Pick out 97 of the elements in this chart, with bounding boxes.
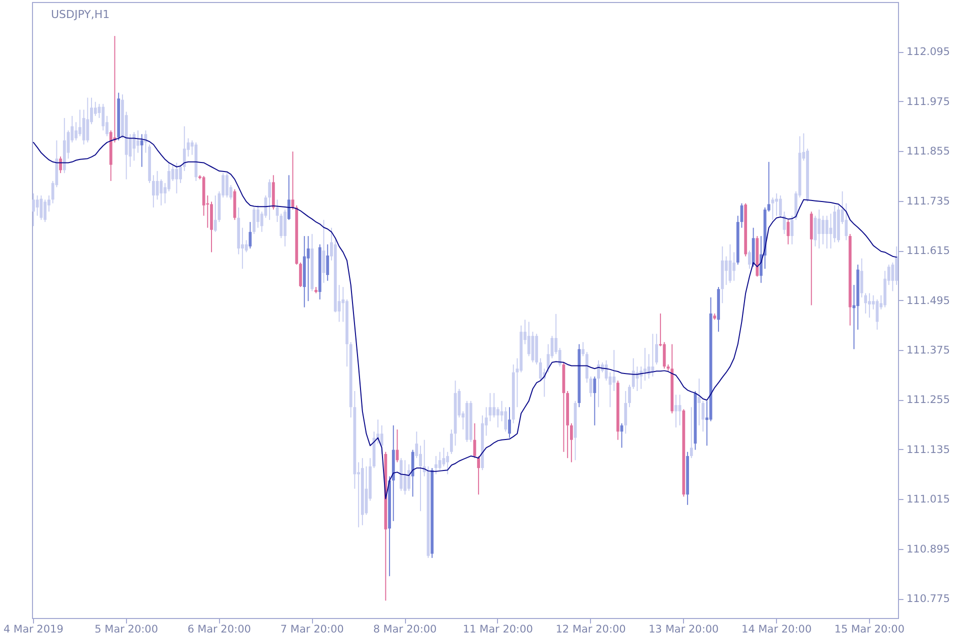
x-tick-label: 12 Mar 20:00 [556,624,626,636]
candlestick [78,109,82,137]
candlestick [438,451,442,471]
candlestick [446,451,450,475]
candlestick [256,204,260,228]
candlestick [597,360,600,408]
candlestick [477,456,480,496]
candlestick [268,178,271,220]
candlestick [492,392,496,418]
candlestick [299,262,302,288]
candlestick [102,103,105,131]
candlestick [640,366,643,390]
y-tick-label: 111.135 [906,444,950,456]
y-tick-label: 111.735 [906,195,950,208]
candlestick [434,456,438,475]
candlestick [160,178,163,206]
candlestick [226,172,228,198]
candlestick [86,97,90,143]
x-tick-label: 14 Mar 20:00 [742,624,812,636]
candlestick [582,342,584,357]
candlestick [44,199,47,222]
candlestick [496,406,500,428]
candlestick [527,321,530,357]
x-tick-label: 5 Mar 20:00 [94,624,158,636]
y-tick-label: 111.255 [906,394,950,406]
y-tick-label: 112.095 [906,46,950,58]
candlestick [678,394,682,426]
candlestick [732,252,736,282]
candlestick [771,197,774,220]
x-tick-label: 15 Mar 20:00 [834,624,905,636]
candlestick [864,292,868,314]
candlestick [182,126,186,172]
candlestick [450,429,453,454]
candlestick [74,122,78,141]
candlestick [818,209,821,249]
candlestick [539,358,542,382]
candlestick [167,162,170,192]
candlestick [728,244,732,284]
y-tick-label: 111.015 [906,494,950,506]
candlestick [790,215,794,245]
candlestick [473,422,476,459]
y-tick-label: 111.615 [906,245,950,258]
x-tick-label: 4 Mar 2019 [4,624,64,636]
y-tick-label: 111.375 [906,344,950,356]
candlestick [782,211,786,234]
candlestick [419,445,422,512]
candlestick [662,342,666,370]
y-tick-label: 110.775 [906,593,950,606]
candlestick [868,292,871,318]
candlestick [822,215,824,245]
candlestick [508,406,511,438]
candlestick [442,447,446,467]
candlestick [214,194,217,232]
candlestick [59,156,62,174]
candlestick [786,219,790,245]
x-tick-label: 7 Mar 20:00 [280,624,344,636]
candlestick [132,132,136,162]
candlestick [628,384,631,408]
candlestick [287,174,290,220]
candlestick [632,358,635,390]
x-tick-label: 13 Mar 20:00 [648,624,719,636]
candlestick [570,422,573,463]
candlestick [593,376,596,426]
x-tick-label: 8 Mar 20:00 [373,624,437,636]
candlestick [407,464,410,492]
candlestick [244,240,248,253]
candlestick [252,206,256,234]
candlestick [644,347,646,382]
line-series [32,136,898,500]
text: USDJPY,H1 [51,8,110,21]
candlestick [175,162,178,194]
candlestick [36,194,39,216]
candlestick [248,221,252,249]
candlestick [748,250,751,270]
candlestick [40,194,43,220]
y-tick-label: 110.895 [906,543,950,556]
candlestick [404,460,406,496]
candlestick [876,298,879,330]
candlestick [655,333,658,365]
y-tick-label: 111.495 [906,294,950,307]
candlestick [612,349,616,392]
candlestick [624,390,628,434]
candlestick [179,164,182,184]
y-tick-label: 111.855 [906,146,950,158]
candlestick [778,194,782,218]
candlestick [152,174,155,208]
candlestick [326,244,330,282]
x-tick-label: 11 Mar 20:00 [462,624,533,636]
candlestick [136,130,140,154]
candlestick [674,394,678,428]
candlestick [140,134,144,168]
candlestick [698,378,701,426]
candlestick [32,192,35,227]
y-tick-label: 111.975 [906,96,950,108]
candlestick [144,130,148,154]
candlestick [690,406,693,459]
x-tick-label: 6 Mar 20:00 [188,624,251,636]
